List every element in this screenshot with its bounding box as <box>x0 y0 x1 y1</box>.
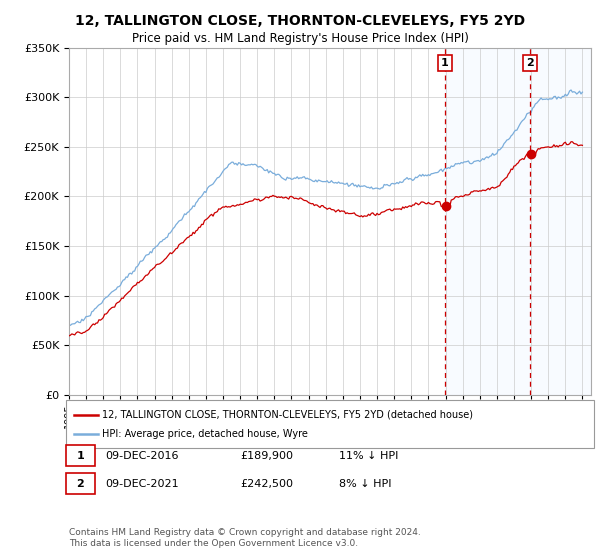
Text: 1: 1 <box>441 58 449 68</box>
Bar <box>445 48 591 395</box>
Text: 2: 2 <box>77 479 84 489</box>
Text: Price paid vs. HM Land Registry's House Price Index (HPI): Price paid vs. HM Land Registry's House … <box>131 32 469 45</box>
Text: £189,900: £189,900 <box>240 451 293 461</box>
Text: £242,500: £242,500 <box>240 479 293 489</box>
Text: 12, TALLINGTON CLOSE, THORNTON-CLEVELEYS, FY5 2YD: 12, TALLINGTON CLOSE, THORNTON-CLEVELEYS… <box>75 14 525 28</box>
Text: 12, TALLINGTON CLOSE, THORNTON-CLEVELEYS, FY5 2YD (detached house): 12, TALLINGTON CLOSE, THORNTON-CLEVELEYS… <box>102 409 473 419</box>
Text: 09-DEC-2021: 09-DEC-2021 <box>105 479 179 489</box>
Text: 8% ↓ HPI: 8% ↓ HPI <box>339 479 391 489</box>
Text: 1: 1 <box>77 451 84 461</box>
Text: 2: 2 <box>527 58 534 68</box>
Text: 11% ↓ HPI: 11% ↓ HPI <box>339 451 398 461</box>
Text: HPI: Average price, detached house, Wyre: HPI: Average price, detached house, Wyre <box>102 429 308 439</box>
Text: Contains HM Land Registry data © Crown copyright and database right 2024.
This d: Contains HM Land Registry data © Crown c… <box>69 528 421 548</box>
Text: 09-DEC-2016: 09-DEC-2016 <box>105 451 179 461</box>
